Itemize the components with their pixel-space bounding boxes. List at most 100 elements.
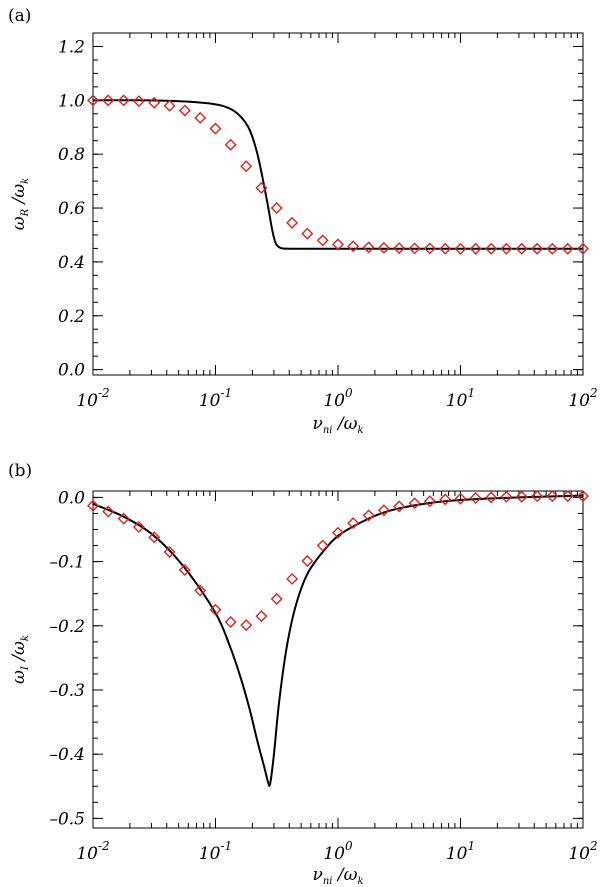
y-tick-label: 0.4 [58,253,85,273]
data-point-diamond [454,242,467,255]
y-axis-label: ωR /ωk [9,178,31,230]
data-point-diamond [454,492,467,505]
x-tick-label: 102 [568,839,597,864]
x-tick-label: 10-1 [199,839,232,864]
data-point-diamond [286,572,299,585]
data-point-diamond [485,491,498,504]
y-tick-label: –0.5 [49,809,85,829]
data-point-diamond [577,490,589,503]
svg-text:νni /ωk: νni /ωk [312,414,363,436]
data-point-diamond [332,526,344,539]
y-tick-label: –0.3 [49,681,85,701]
data-point-diamond [148,96,161,109]
x-axis-label: νni /ωk [312,414,363,436]
plot-frame [92,32,584,376]
data-point-diamond [439,493,452,506]
x-tick-label: 10-1 [199,386,232,411]
data-point-diamond [393,500,406,513]
data-point-diamond [87,499,99,512]
plot-frame [92,490,584,829]
data-point-diamond [515,490,528,503]
data-point-diamond [117,94,130,107]
data-point-diamond [515,242,528,255]
data-point-diamond [255,181,268,194]
data-point-diamond [577,242,589,255]
data-point-diamond [270,592,283,605]
y-tick-label: 0.8 [58,145,85,165]
data-point-diamond [178,104,191,117]
data-point-diamond [561,490,574,503]
y-tick-label: 0.6 [58,199,85,219]
data-point-diamond [240,619,253,632]
data-point-diamond [347,517,360,530]
data-point-diamond [377,241,390,254]
x-axis-label: νni /ωk [312,865,363,887]
x-tick-label: 100 [323,839,353,864]
data-point-diamond [117,512,130,525]
data-point-diamond [347,240,360,253]
data-point-diamond [240,160,253,173]
data-point-diamond [224,615,237,628]
data-point-diamond [546,242,559,255]
y-tick-label: –0.4 [49,745,85,765]
panel-a: (a) 10-2 10-1 100 101 102 0.0 0.2 0.4 0.6 0.8 1.0 1.… [8,6,598,436]
data-point-diamond [209,603,222,616]
data-point-diamond [301,554,314,567]
data-point-diamond [332,238,344,251]
data-point-diamond [224,138,237,151]
data-point-diamond [531,242,544,255]
data-point-diamond [270,202,283,215]
data-point-diamond [500,490,513,503]
data-point-diamond [408,242,421,255]
y-tick-label: 0.0 [58,361,85,381]
data-point-diamond [194,111,207,124]
x-tick-label: 101 [446,386,475,411]
data-point-diamond [485,242,498,255]
data-point-diamond [377,504,390,517]
data-point-diamond [132,520,145,533]
x-tick-label: 102 [568,386,597,411]
y-tick-label: 0.2 [58,307,85,327]
data-point-diamond [102,94,115,107]
x-tick-label: 10-2 [76,839,109,864]
panel-label: (a) [8,6,31,26]
data-point-diamond [316,539,329,552]
svg-text:νni /ωk: νni /ωk [312,865,363,887]
data-point-diamond [102,505,115,518]
x-tick-label: 101 [446,839,475,864]
data-point-diamond [316,234,329,247]
data-point-diamond [561,242,574,255]
y-tick-label: 1.2 [58,37,85,57]
data-point-diamond [178,563,191,576]
data-point-diamond [423,242,436,255]
data-point-diamond [393,242,406,255]
data-point-diamond [469,492,482,505]
svg-text:ωI /ωk: ωI /ωk [9,635,31,684]
data-point-diamond [500,242,513,255]
series-line-exact [93,99,583,250]
y-tick-label: –0.2 [49,617,85,637]
data-point-diamond [148,531,161,544]
series-line-exact [93,494,583,787]
data-point-diamond [546,490,559,503]
data-point-diamond [301,227,314,240]
data-point-diamond [362,241,375,254]
y-tick-label: –0.1 [49,553,85,573]
data-point-diamond [286,216,299,229]
data-point-diamond [423,495,436,508]
data-point-diamond [163,545,176,558]
y-tick-label: 1.0 [58,91,85,111]
y-tick-label: 0.0 [58,488,85,508]
x-tick-label: 10-2 [76,386,109,411]
panel-b: (b) 10-2 10-1 100 101 102 0.0 –0.1 –0.2 –0.3 –0.4 –… [8,461,598,887]
data-point-diamond [87,94,99,107]
data-point-diamond [194,584,207,597]
data-point-diamond [163,99,176,112]
panel-label: (b) [8,461,32,481]
data-point-diamond [132,95,145,108]
data-point-diamond [531,490,544,503]
svg-text:ωR /ωk: ωR /ωk [9,178,31,230]
data-point-diamond [255,610,268,623]
data-point-diamond [209,122,222,135]
